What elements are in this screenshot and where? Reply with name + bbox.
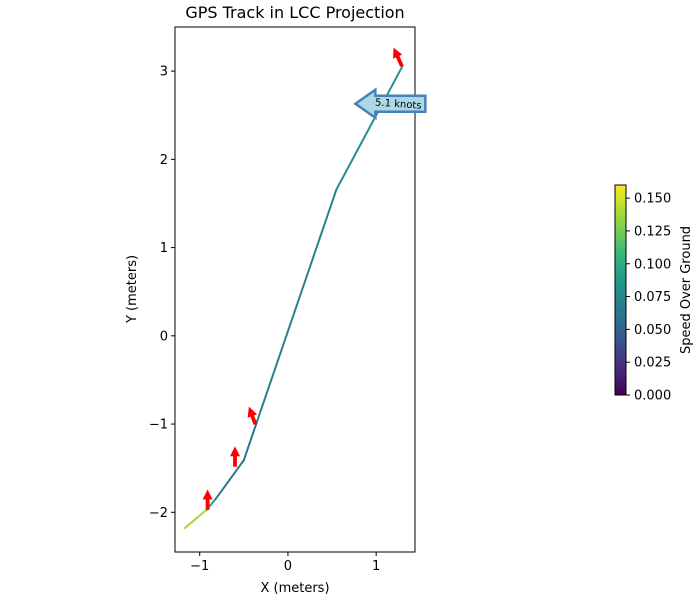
heading-arrow — [247, 406, 258, 425]
heading-arrow — [230, 446, 240, 467]
y-tick-label: −2 — [149, 506, 168, 521]
track-segment — [335, 64, 404, 191]
colorbar-tick-label: 0.025 — [634, 356, 671, 371]
speed-annotation: 5.1 knots — [353, 87, 427, 121]
y-tick-label: 2 — [160, 153, 168, 168]
chart-title: GPS Track in LCC Projection — [185, 3, 404, 22]
speed-annotation-arrow-box — [353, 87, 427, 121]
colorbar-tick-label: 0.050 — [634, 323, 671, 338]
track-segment — [214, 459, 245, 501]
heading-arrow — [393, 47, 404, 67]
y-tick-label: 0 — [160, 329, 168, 344]
x-tick-label: −1 — [190, 559, 209, 574]
x-axis-ticks: −1 0 1 — [190, 552, 380, 574]
colorbar-ticks: 0.000 0.025 0.050 0.075 0.100 0.125 0.150 — [626, 192, 671, 404]
colorbar-tick-label: 0.150 — [634, 192, 671, 207]
heading-arrows — [202, 47, 404, 510]
colorbar-tick-label: 0.100 — [634, 257, 671, 272]
y-axis-label: Y (meters) — [125, 255, 140, 324]
colorbar-tick-label: 0.075 — [634, 290, 671, 305]
y-axis-ticks: −2 −1 0 1 2 3 — [149, 65, 175, 521]
speed-annotation-label: 5.1 knots — [375, 98, 422, 112]
colorbar — [614, 184, 627, 396]
x-tick-label: 0 — [284, 559, 292, 574]
y-tick-label: 1 — [160, 241, 168, 256]
colorbar-tick-label: 0.000 — [634, 389, 671, 404]
y-tick-label: −1 — [149, 418, 168, 433]
x-tick-label: 1 — [372, 559, 380, 574]
y-tick-label: 3 — [160, 65, 168, 80]
x-axis-label: X (meters) — [260, 581, 329, 596]
heading-arrow — [202, 489, 213, 510]
track-segment — [183, 508, 208, 530]
track-segment — [256, 188, 338, 423]
track-segment — [242, 420, 259, 462]
colorbar-label: Speed Over Ground — [679, 226, 694, 354]
colorbar-tick-label: 0.125 — [634, 224, 671, 239]
